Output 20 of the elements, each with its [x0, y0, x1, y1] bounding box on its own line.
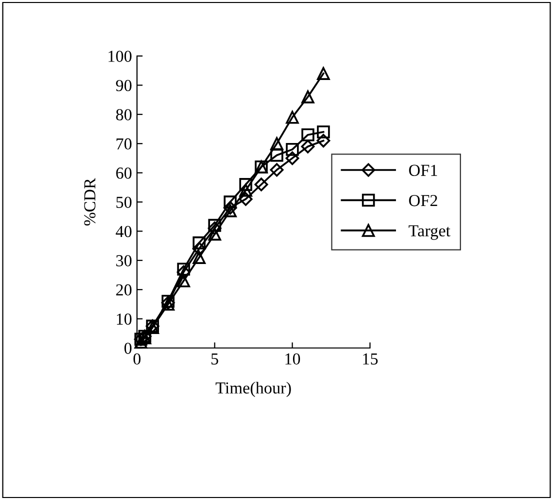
y-tick-label: 0	[124, 342, 132, 354]
y-tick-label: 50	[116, 196, 132, 208]
y-tick-label: 30	[116, 255, 132, 266]
legend-label: Target	[408, 225, 450, 240]
y-tick-label: 100	[108, 50, 132, 62]
x-tick-label: 0	[133, 353, 141, 365]
y-tick-label: 80	[116, 109, 132, 120]
y-tick-label: 90	[116, 80, 132, 92]
x-tick-label: 15	[363, 353, 378, 365]
y-tick-label: 20	[116, 284, 132, 296]
y-tick-label: 60	[116, 168, 132, 179]
x-axis-title: Time(hour)	[216, 382, 291, 397]
y-tick-label: 40	[116, 226, 132, 238]
x-tick-label: 5	[211, 354, 218, 365]
x-tick-label: 10	[285, 353, 300, 365]
y-tick-label: 70	[116, 138, 132, 150]
legend-label: OF1	[409, 164, 438, 176]
y-axis-title: %CDR	[84, 178, 96, 226]
y-tick-label: 10	[116, 314, 132, 325]
legend-label: OF2	[409, 195, 438, 206]
